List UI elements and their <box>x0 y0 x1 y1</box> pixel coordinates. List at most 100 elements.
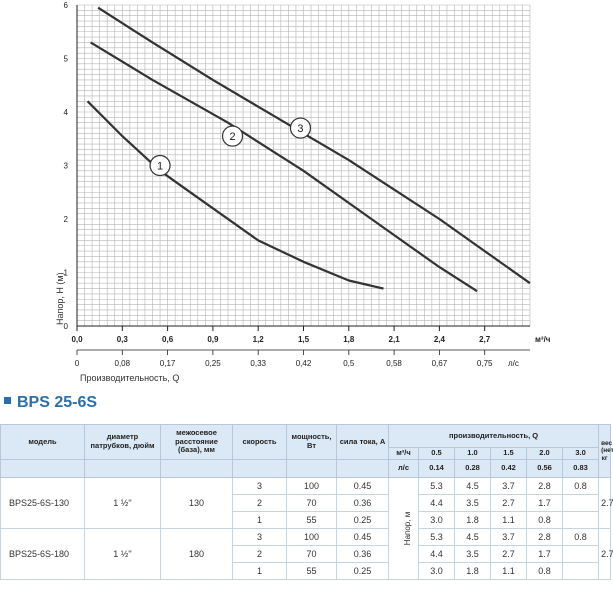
x-tick-label-m3h: 0,3 <box>117 335 129 344</box>
q-ls-0: 0.14 <box>418 458 455 478</box>
x-tick-label-m3h: 0,0 <box>71 335 83 344</box>
head-cell: 5.3 <box>418 476 455 495</box>
power-cell: 100 <box>286 476 337 495</box>
curve-label-circle <box>149 154 171 177</box>
head-label-text: Напор, м <box>403 511 413 546</box>
chart-series: 1 2 3 <box>86 6 531 293</box>
q-m3h-0: 0.5 <box>418 447 455 460</box>
model-diameter: 1 ½'' <box>84 476 161 529</box>
header-diameter: диаметр патрубков, дюйм <box>84 424 161 460</box>
speed-cell: 3 <box>232 476 287 495</box>
curve-label-2: 2 <box>229 131 235 143</box>
x-tick-labels-ls: 0 0,08 0,17 0,25 0,33 0,42 0,5 0,58 0,67 0,75 <box>75 349 530 368</box>
power-cell: 100 <box>286 527 337 546</box>
series-curve-3 <box>97 6 531 285</box>
header-blank <box>0 458 85 478</box>
head-cell: 1.1 <box>490 510 527 529</box>
y-tick-label: 1 <box>64 269 69 278</box>
x-tick-label-ls: 0,58 <box>386 359 402 368</box>
y-tick-label: 6 <box>64 1 69 10</box>
head-cell: 3.7 <box>490 476 527 495</box>
x-tick-label-m3h: 2,7 <box>479 335 491 344</box>
head-cell: 0.8 <box>526 510 563 529</box>
speed-cell: 1 <box>232 510 287 529</box>
x-axis-label: Производительность, Q <box>80 373 179 383</box>
q-ls-3: 0.56 <box>526 458 563 478</box>
x-tick-label-m3h: 1,5 <box>298 335 310 344</box>
x-tick-label-m3h: 2,1 <box>389 335 401 344</box>
table-row: BPS25-6S-130 1 ½'' 130 3 100 0.45 Напор,… <box>0 476 613 580</box>
current-cell: 0.25 <box>336 561 389 580</box>
head-cell: 1.1 <box>490 561 527 580</box>
model-distance: 130 <box>160 476 233 529</box>
head-cell: 3.5 <box>454 493 491 512</box>
x-tick-label-ls: 0,08 <box>115 359 131 368</box>
series-curve-2 <box>90 41 478 293</box>
head-cell <box>561 510 600 529</box>
x-tick-label-m3h: 0,9 <box>207 335 219 344</box>
speed-cell: 2 <box>232 493 287 512</box>
power-cell: 70 <box>286 544 337 563</box>
curve-label-circle <box>221 125 244 147</box>
table-row: BPS25-6S-180 1 ½'' 180 3 100 0.45 5.3 4.… <box>0 527 613 580</box>
speed-cell: 3 <box>232 527 287 546</box>
x-tick-label-ls: 0,17 <box>160 359 176 368</box>
q-m3h-4: 3.0 <box>561 447 600 460</box>
y-tick-labels: 0 1 2 3 4 5 6 <box>64 1 69 331</box>
y-tick-label: 5 <box>64 55 69 64</box>
y-tick-label: 4 <box>64 108 69 117</box>
header-unit-ls: л/с <box>388 458 419 478</box>
head-cell: 2.8 <box>526 527 563 546</box>
header-power: мощность, Вт <box>286 424 337 460</box>
model-weight: 2.7 <box>598 476 613 529</box>
header-blank <box>336 458 389 478</box>
curve-label-1: 1 <box>157 161 163 173</box>
x-tick-label-ls: 0,25 <box>205 359 221 368</box>
model-title: BPS 25-6S <box>4 394 97 412</box>
x-tick-label-ls: 0,5 <box>343 359 355 368</box>
table-row: 1 55 0.25 3.0 1.8 1.1 0.8 <box>1 561 611 580</box>
power-cell: 55 <box>286 561 337 580</box>
model-title-text: BPS 25-6S <box>17 394 98 411</box>
head-cell: 3.7 <box>490 527 527 546</box>
head-cell: 4.4 <box>418 544 455 563</box>
q-ls-2: 0.42 <box>490 458 527 478</box>
current-cell: 0.25 <box>336 510 389 529</box>
curve-label-3: 3 <box>297 123 303 135</box>
q-ls-1: 0.28 <box>454 458 491 478</box>
header-distance: межосевое расстояние (база), мм <box>160 424 233 460</box>
model-distance: 180 <box>160 527 233 580</box>
model-weight: 2.7 <box>598 527 613 580</box>
head-cell <box>561 561 600 580</box>
head-cell: 0.8 <box>561 527 600 546</box>
x-tick-labels-m3h: 0,0 0,3 0,6 0,9 1,2 1,5 1,8 2,1 2,4 2,7 <box>71 326 491 344</box>
head-cell: 4.4 <box>418 493 455 512</box>
x-tick-label-m3h: 1,8 <box>343 335 355 344</box>
y-tick-label: 3 <box>64 162 69 171</box>
head-cell <box>561 544 600 563</box>
x-tick-label-ls: 0,33 <box>250 359 266 368</box>
speed-cell: 2 <box>232 544 287 563</box>
header-speed: скорость <box>232 424 287 460</box>
x-axis-unit-ls: л/с <box>508 359 519 368</box>
x-tick-label-ls: 0,75 <box>477 359 493 368</box>
header-performance: производительность, Q <box>387 424 600 448</box>
series-curve-1 <box>86 100 384 290</box>
y-tick-label: 0 <box>64 322 69 331</box>
head-cell: 4.5 <box>454 476 491 495</box>
current-cell: 0.45 <box>336 476 389 495</box>
head-cell: 1.7 <box>526 544 563 563</box>
speed-cell: 1 <box>232 561 287 580</box>
head-cell: 3.0 <box>418 561 455 580</box>
header-current: сила тока, А <box>336 424 389 460</box>
title-square-icon <box>4 397 11 405</box>
head-cell: 0.8 <box>561 476 600 495</box>
current-cell: 0.45 <box>336 527 389 546</box>
head-cell: 0.8 <box>526 561 563 580</box>
x-tick-label-ls: 0 <box>75 359 80 368</box>
head-label: Напор, м <box>388 476 419 580</box>
x-tick-label-ls: 0,42 <box>296 359 312 368</box>
q-m3h-1: 1.0 <box>454 447 491 460</box>
y-axis-label: Напор, Н (м) <box>55 272 65 325</box>
model-diameter: 1 ½'' <box>84 527 161 580</box>
